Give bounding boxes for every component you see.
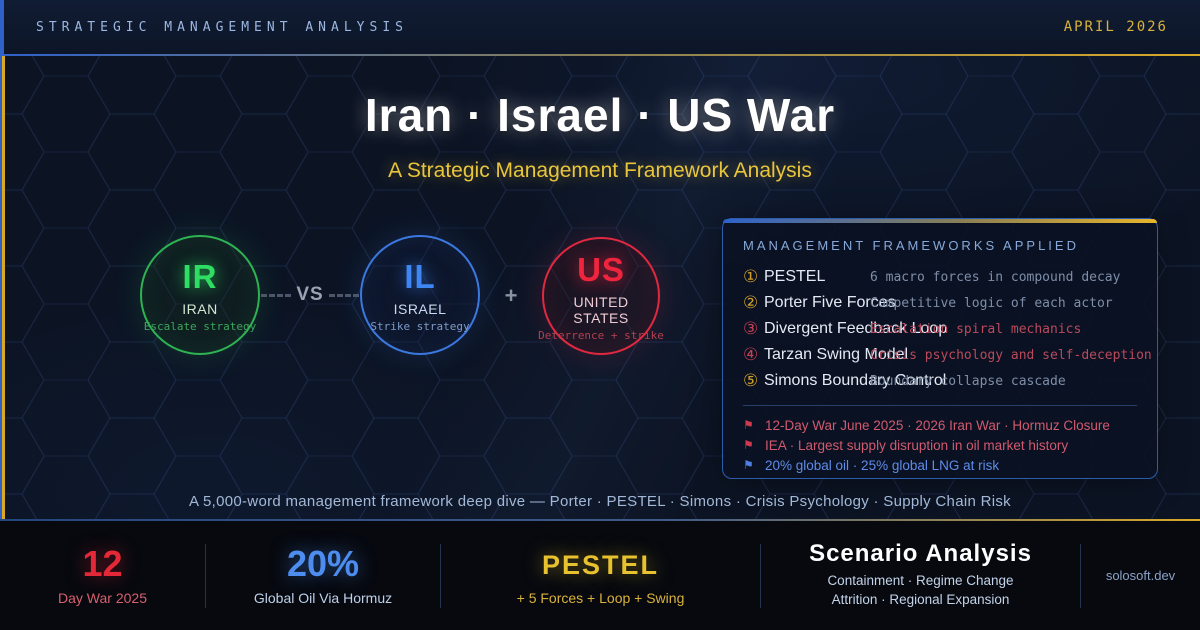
panel-title: MANAGEMENT FRAMEWORKS APPLIED [743, 238, 1079, 253]
item-number-icon: ① [743, 267, 759, 287]
page-subtitle: A Strategic Management Framework Analysi… [388, 159, 812, 182]
dash-line [261, 293, 292, 297]
framework-desc: 6 macro forces in compound decay [870, 269, 1121, 285]
fact-text: 12-Day War June 2025 · 2026 Iran War · H… [765, 417, 1110, 433]
stat-value: 20% [286, 543, 360, 585]
footer-divider [1080, 543, 1081, 608]
actor-name: IRAN [182, 300, 218, 317]
stat-label: Containment · Regime Change [827, 573, 1014, 589]
framework-desc: Crisis psychology and self-deception [870, 347, 1152, 363]
actor-strategy: Strike strategy [370, 319, 470, 333]
brand-label: solosoft.dev [1105, 568, 1176, 583]
vs-connector: VS [256, 282, 364, 308]
panel-divider [743, 405, 1137, 406]
stat-value: Scenario Analysis [809, 540, 1032, 568]
item-number-icon: ④ [743, 345, 759, 365]
item-number-icon: ② [743, 293, 759, 313]
page-title: Iran · Israel · US War [364, 89, 836, 141]
stat-label: Global Oil Via Hormuz [253, 589, 393, 606]
framework-item-simons-boundary: ⑤ Simons Boundary Control Boundary colla… [743, 368, 1137, 394]
framework-name: Simons Boundary Control [764, 372, 947, 389]
kicker-label: STRATEGIC MANAGEMENT ANALYSIS [36, 19, 408, 35]
actor-name: UNITED STATES [573, 293, 629, 326]
item-number-icon: ⑤ [743, 371, 759, 391]
top-bar: STRATEGIC MANAGEMENT ANALYSIS APRIL 2026 [0, 0, 1200, 56]
flag-icon: ⚑ [743, 418, 754, 432]
stats-footer: 12 Day War 2025 20% Global Oil Via Hormu… [0, 519, 1200, 630]
left-accent-bar [0, 56, 5, 519]
actor-code: US [577, 250, 625, 288]
actor-strategy: Escalate strategy [143, 319, 257, 333]
fact-row: ⚑ IEA · Largest supply disruption in oil… [743, 435, 1137, 455]
fact-row: ⚑ 20% global oil · 25% global LNG at ris… [743, 455, 1137, 475]
vs-label: VS [296, 284, 324, 305]
actor-strategy: Deterrence + strike [538, 328, 664, 342]
flag-icon: ⚑ [743, 458, 754, 472]
date-label: APRIL 2026 [1063, 19, 1168, 35]
footer-divider [205, 543, 206, 608]
stat-label: + 5 Forces + Loop + Swing [516, 589, 685, 606]
panel-accent-bar [723, 219, 1157, 223]
framework-name: PESTEL [764, 268, 826, 285]
actor-code: IR [182, 257, 218, 295]
framework-item-porter: ② Porter Five Forces Competitive logic o… [743, 290, 1137, 316]
footer-divider [440, 543, 441, 608]
footer-divider [760, 543, 761, 608]
stat-pestel: PESTEL + 5 Forces + Loop + Swing [441, 545, 760, 606]
framework-desc: Escalation spiral mechanics [870, 321, 1082, 337]
framework-item-pestel: ① PESTEL 6 macro forces in compound deca… [743, 264, 1137, 290]
actor-code: IL [404, 257, 436, 295]
strapline: A 5,000-word management framework deep d… [189, 493, 1011, 510]
framework-desc: Competitive logic of each actor [870, 295, 1113, 311]
stat-scenario-analysis: Scenario Analysis Containment · Regime C… [761, 541, 1080, 610]
stat-value: PESTEL [541, 550, 660, 581]
framework-desc: Boundary collapse cascade [870, 373, 1066, 389]
framework-name: Tarzan Swing Model [764, 346, 909, 363]
stat-label-secondary: Attrition · Regional Expansion [831, 592, 1010, 608]
plus-connector: + [504, 283, 518, 308]
actor-circle-united-states: US UNITED STATES Deterrence + strike [538, 237, 664, 355]
stat-value: 12 [82, 543, 123, 585]
actor-circle-iran: IR IRAN Escalate strategy [140, 235, 260, 355]
fact-text: 20% global oil · 25% global LNG at risk [765, 457, 1000, 473]
flag-icon: ⚑ [743, 438, 754, 452]
item-number-icon: ③ [743, 319, 759, 339]
dash-line [328, 293, 359, 297]
actor-circle-israel: IL ISRAEL Strike strategy [360, 235, 480, 355]
framework-name: Porter Five Forces [764, 294, 896, 311]
fact-row: ⚑ 12-Day War June 2025 · 2026 Iran War ·… [743, 415, 1137, 435]
framework-item-tarzan-swing: ④ Tarzan Swing Model Crisis psychology a… [743, 342, 1152, 368]
stat-label: Day War 2025 [58, 589, 147, 606]
frameworks-panel: MANAGEMENT FRAMEWORKS APPLIED ① PESTEL 6… [722, 218, 1158, 479]
framework-name: Divergent Feedback Loop [764, 320, 948, 337]
stat-day-war: 12 Day War 2025 [0, 545, 205, 606]
brand-cell: solosoft.dev [1081, 568, 1200, 583]
actor-name: ISRAEL [393, 300, 447, 317]
framework-item-feedback-loop: ③ Divergent Feedback Loop Escalation spi… [743, 316, 1137, 342]
fact-text: IEA · Largest supply disruption in oil m… [765, 437, 1069, 453]
stat-global-oil: 20% Global Oil Via Hormuz [206, 545, 440, 606]
